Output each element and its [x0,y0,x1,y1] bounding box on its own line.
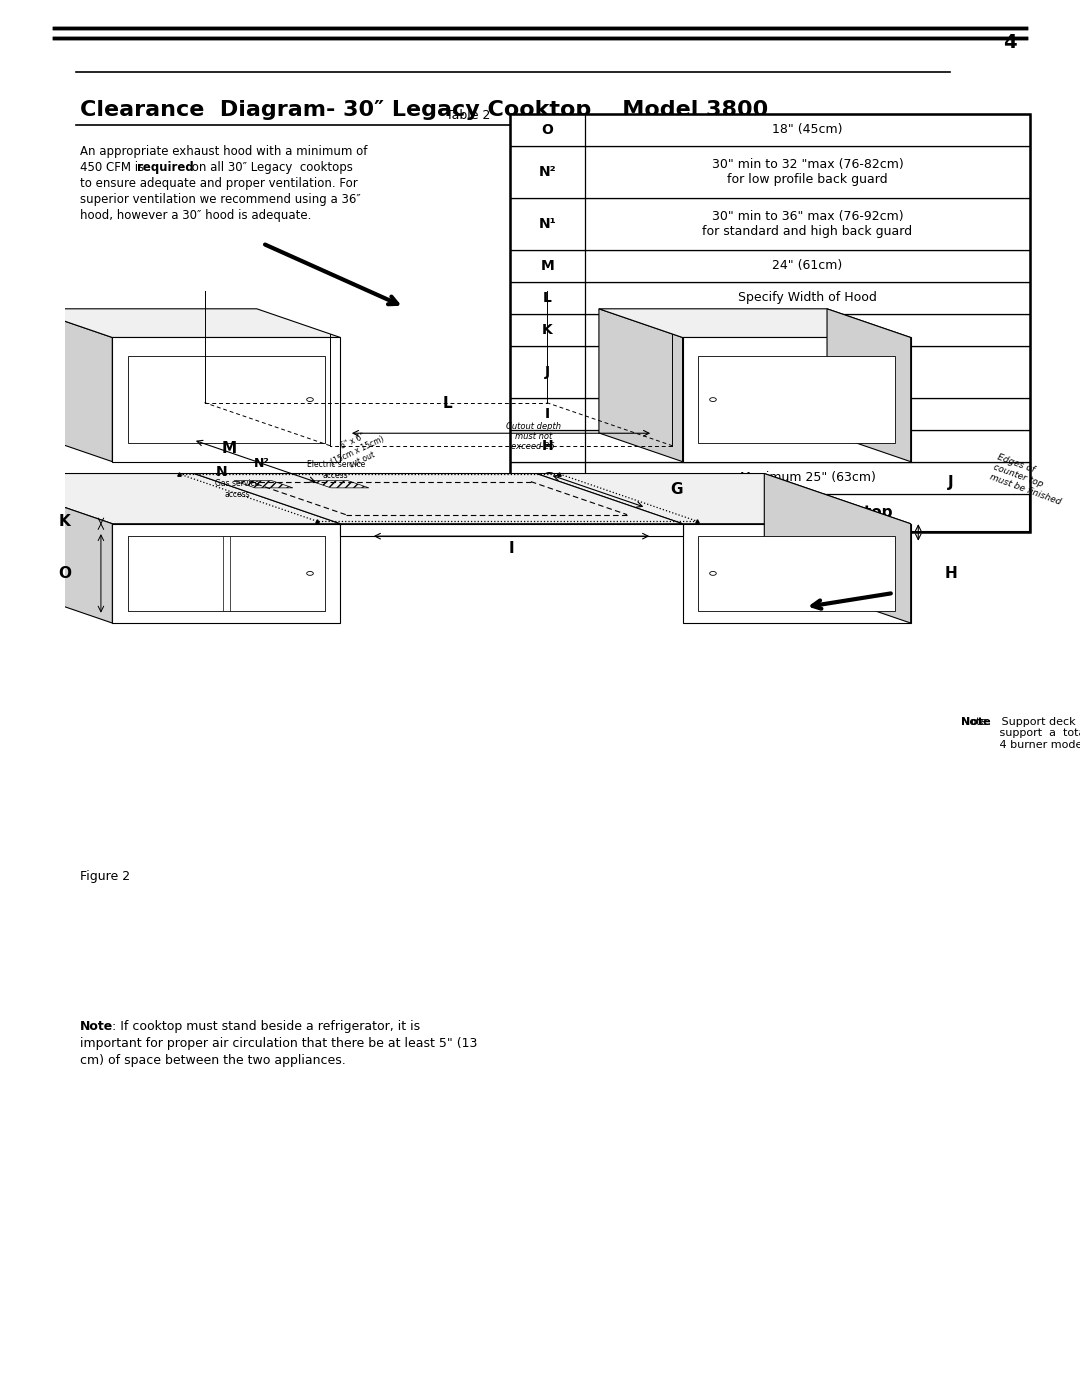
Text: Electric service
access: Electric service access [307,460,365,479]
Text: Note:   Support deck must be able to
           support  a  total  weight  of
  : Note: Support deck must be able to suppo… [961,717,1080,750]
Polygon shape [536,474,910,524]
Polygon shape [29,309,340,338]
Bar [510,462,1030,495]
Text: important for proper air circulation that there be at least 5" (13: important for proper air circulation tha… [80,1037,477,1051]
Text: N²: N² [539,165,556,179]
Text: An appropriate exhaust hood with a minimum of: An appropriate exhaust hood with a minim… [80,145,367,158]
Bar [510,314,1030,346]
Bar [510,346,1030,398]
Bar [510,398,1030,430]
Bar [510,115,1030,147]
Text: Dim: Dim [530,506,565,521]
Text: : If cooktop must stand beside a refrigerator, it is: : If cooktop must stand beside a refrige… [112,1020,420,1032]
Text: Table 2: Table 2 [446,109,490,122]
Text: Edges of
counter top
must be finished: Edges of counter top must be finished [988,453,1069,507]
Polygon shape [112,524,340,623]
Polygon shape [0,474,340,524]
Text: O: O [541,123,553,137]
Polygon shape [112,338,340,461]
Text: Maximum 7 3/4" (21cm): Maximum 7 3/4" (21cm) [731,440,883,453]
Text: 30" min to 36" max (76-92cm)
for standard and high back guard: 30" min to 36" max (76-92cm) for standar… [702,210,913,237]
Text: Specify Width of Hood: Specify Width of Hood [738,292,877,305]
Text: L: L [443,395,453,411]
Polygon shape [127,356,325,443]
Text: K: K [542,323,553,337]
Text: H: H [944,566,957,581]
Text: Minimum 6" (15cm)
left and right side: Minimum 6" (15cm) left and right side [745,358,869,386]
Polygon shape [683,524,910,623]
Text: 4: 4 [1003,32,1016,52]
Bar [510,430,1030,462]
Text: 24" (61cm): 24" (61cm) [772,260,842,272]
Text: N²: N² [254,457,270,471]
Bar [510,198,1030,250]
Text: G: G [671,482,684,497]
Text: Cutout depth
must not
exceed 25: Cutout depth must not exceed 25 [505,422,561,451]
Polygon shape [230,535,325,610]
Polygon shape [29,309,112,461]
Text: Note: Note [80,1020,113,1032]
Text: Figure 2: Figure 2 [80,870,130,883]
Text: G: G [542,471,553,485]
Text: J: J [948,475,954,490]
Bar [510,250,1030,282]
Polygon shape [127,535,325,610]
Text: I: I [545,407,550,420]
Text: Maximum 25" (63cm): Maximum 25" (63cm) [740,472,876,485]
Polygon shape [698,535,895,610]
Polygon shape [194,474,683,524]
Text: 450 CFM is: 450 CFM is [80,161,148,175]
Text: 6" x 6"
(15cm x 15cm)
cut out: 6" x 6" (15cm x 15cm) cut out [325,425,390,476]
Polygon shape [765,474,910,623]
Text: N¹: N¹ [539,217,556,231]
Text: 13"(33cm): 13"(33cm) [774,324,840,337]
Polygon shape [127,535,222,610]
Text: O: O [58,566,71,581]
Bar [510,282,1030,314]
Text: 30" (77 cm): 30" (77 cm) [770,408,845,420]
Text: I: I [509,541,514,556]
Text: on all 30″ Legacy  cooktops: on all 30″ Legacy cooktops [188,161,353,175]
Polygon shape [683,338,910,461]
Bar [510,147,1030,198]
Text: Note: Note [961,717,990,726]
Polygon shape [340,524,683,536]
Text: Clearance  Diagram- 30″ Legacy Cooktop    Model 3800: Clearance Diagram- 30″ Legacy Cooktop Mo… [80,101,768,120]
Polygon shape [599,309,910,338]
Text: J: J [545,365,550,379]
Text: H: H [542,439,553,453]
Text: 30" min to 32 "max (76-82cm)
for low profile back guard: 30" min to 32 "max (76-82cm) for low pro… [712,158,903,186]
Text: required: required [137,161,193,175]
Polygon shape [698,356,895,443]
Text: cm) of space between the two appliances.: cm) of space between the two appliances. [80,1053,346,1067]
Text: M: M [221,441,237,457]
Polygon shape [0,474,112,623]
Polygon shape [827,309,910,461]
Text: superior ventilation we recommend using a 36″: superior ventilation we recommend using … [80,193,361,205]
Text: K: K [59,514,70,529]
Text: N: N [216,465,228,479]
Text: 30" Legacy Cooktop: 30" Legacy Cooktop [723,506,893,521]
Text: M: M [541,258,554,272]
Bar [510,115,1030,532]
Text: L: L [543,291,552,305]
Text: 18" (45cm): 18" (45cm) [772,123,842,137]
Text: to ensure adequate and proper ventilation. For: to ensure adequate and proper ventilatio… [80,177,357,190]
Bar [510,495,1030,532]
Polygon shape [599,309,683,461]
Text: Gas service
access: Gas service access [215,479,259,499]
Text: hood, however a 30″ hood is adequate.: hood, however a 30″ hood is adequate. [80,210,311,222]
